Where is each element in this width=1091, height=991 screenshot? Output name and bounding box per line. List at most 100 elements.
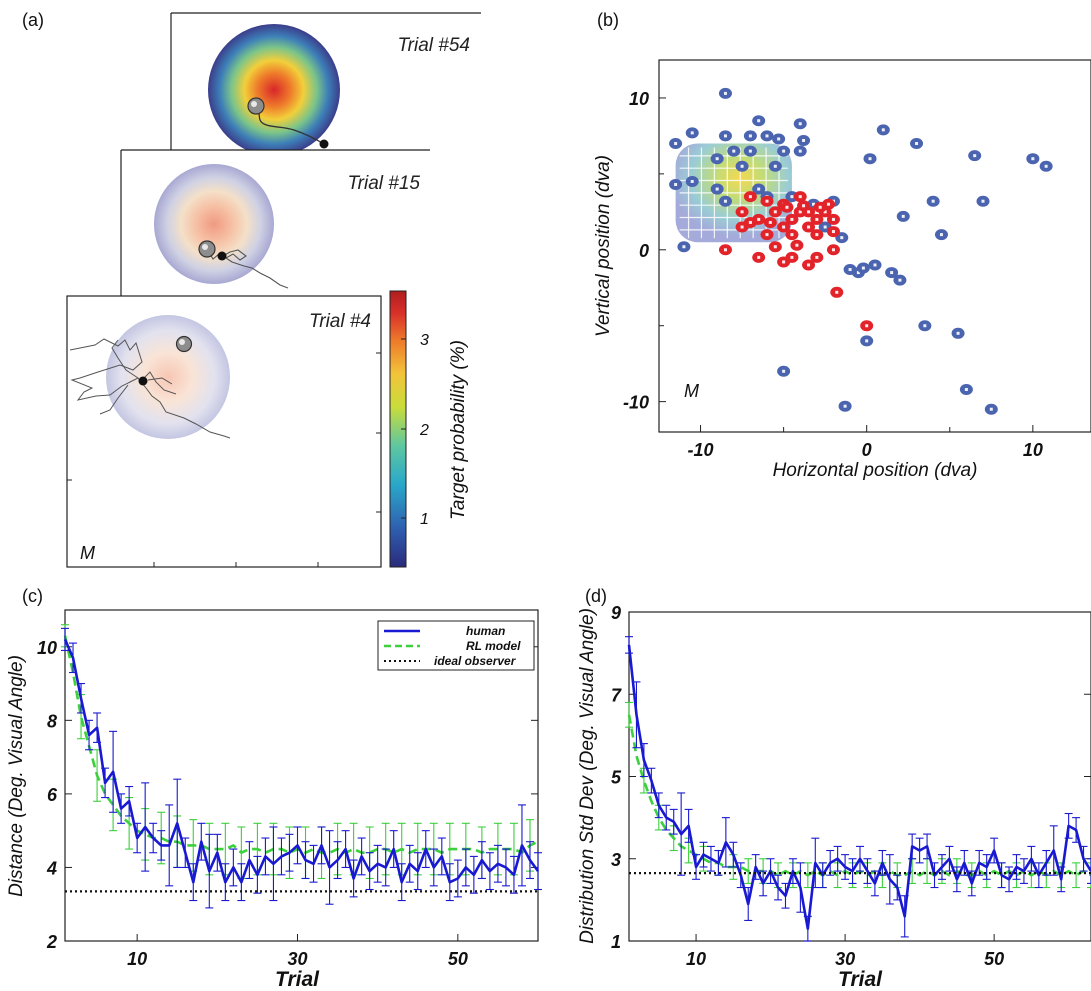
- point-center-mark: [757, 218, 760, 221]
- point-center-mark: [827, 203, 830, 206]
- panel-d-letter: (d): [585, 586, 607, 606]
- point-center-mark: [819, 206, 822, 209]
- legend-ideal-label: ideal observer: [434, 654, 517, 668]
- point-center-mark: [890, 271, 893, 274]
- point-center-mark: [790, 256, 793, 259]
- point-center-mark: [835, 291, 838, 294]
- point-center-mark: [902, 215, 905, 218]
- point-center-mark: [932, 200, 935, 203]
- trial-4-label: Trial #4: [309, 311, 371, 332]
- panel-d-frame: [629, 612, 1091, 941]
- panel-b-xlabel: Horizontal position (dva): [773, 460, 978, 481]
- point-center-mark: [782, 150, 785, 153]
- point-center-mark: [766, 233, 769, 236]
- panel-d-ylabel: Distribution Std Dev (Deg. Visual Angle): [577, 608, 598, 944]
- x-tick-label: 30: [835, 949, 855, 969]
- point-center-mark: [741, 210, 744, 213]
- panel-c-letter: (c): [22, 586, 43, 606]
- point-center-mark: [807, 210, 810, 213]
- point-center-mark: [682, 245, 685, 248]
- panel-b-letter: (b): [597, 10, 619, 30]
- trial-54-start-highlight: [251, 101, 257, 107]
- trial-15-start-highlight: [202, 244, 208, 250]
- trial-54-label: Trial #54: [397, 35, 470, 56]
- point-center-mark: [874, 263, 877, 266]
- point-center-mark: [807, 226, 810, 229]
- point-center-mark: [807, 263, 810, 266]
- point-center-mark: [898, 279, 901, 282]
- point-center-mark: [774, 245, 777, 248]
- point-center-mark: [749, 195, 752, 198]
- panel-c: (c) 10 30 50246810 human RL model ideal ob…: [6, 586, 542, 991]
- point-center-mark: [790, 195, 793, 198]
- trial-4-start-highlight: [179, 339, 185, 345]
- point-center-mark: [741, 165, 744, 168]
- point-center-mark: [777, 137, 780, 140]
- point-center-mark: [802, 139, 805, 142]
- x-tick-label: 10: [127, 949, 147, 969]
- point-center-mark: [724, 200, 727, 203]
- colorbar-label: Target probability (%): [448, 340, 469, 520]
- point-center-mark: [840, 236, 843, 239]
- point-center-mark: [757, 119, 760, 122]
- colorbar-tick-1: 1: [420, 511, 429, 528]
- x-tick-label: 30: [287, 949, 307, 969]
- y-tick-label: 8: [47, 711, 57, 731]
- point-center-mark: [824, 226, 827, 229]
- panel-d-xlabel: Trial: [838, 968, 883, 991]
- point-center-mark: [815, 233, 818, 236]
- panel-b-ylabel: Vertical position (dva): [593, 155, 614, 337]
- panel-d: (d) 10 30 50 1 3 5 7 9 Trial Distribution Std D…: [577, 586, 1091, 991]
- legend-rl-label: RL model: [466, 639, 521, 653]
- trial-4-target-distribution: [106, 315, 230, 439]
- trial-15-label: Trial #15: [347, 173, 420, 194]
- point-center-mark: [782, 370, 785, 373]
- point-center-mark: [716, 157, 719, 160]
- y-tick-label: 0: [639, 241, 649, 261]
- point-center-mark: [849, 268, 852, 271]
- point-center-mark: [691, 131, 694, 134]
- point-center-mark: [757, 188, 760, 191]
- point-center-mark: [724, 248, 727, 251]
- colorbar: 3 2 1 Target probability (%): [390, 291, 469, 567]
- point-center-mark: [774, 210, 777, 213]
- y-tick-label: 7: [611, 685, 622, 705]
- y-tick-label: 4: [46, 858, 57, 878]
- point-center-mark: [674, 183, 677, 186]
- x-tick-label: -10: [688, 440, 714, 460]
- panel-c-xlabel: Trial: [275, 968, 320, 991]
- point-center-mark: [802, 204, 805, 207]
- point-center-mark: [965, 388, 968, 391]
- point-center-mark: [815, 256, 818, 259]
- panel-b-subject-label: M: [684, 381, 699, 401]
- point-center-mark: [782, 260, 785, 263]
- point-center-mark: [799, 122, 802, 125]
- point-center-mark: [915, 142, 918, 145]
- point-center-mark: [799, 150, 802, 153]
- point-center-mark: [940, 233, 943, 236]
- point-center-mark: [790, 218, 793, 221]
- point-center-mark: [674, 142, 677, 145]
- y-tick-label: 5: [611, 768, 622, 788]
- point-center-mark: [844, 405, 847, 408]
- x-tick-label: 10: [686, 949, 706, 969]
- y-tick-label: 10: [629, 89, 649, 109]
- point-center-mark: [832, 248, 835, 251]
- x-tick-label: 50: [448, 949, 468, 969]
- y-tick-label: 3: [611, 850, 621, 870]
- panel-a-letter: (a): [22, 10, 44, 30]
- point-center-mark: [832, 218, 835, 221]
- y-tick-label: -10: [623, 393, 649, 413]
- point-center-mark: [769, 221, 772, 224]
- point-center-mark: [749, 134, 752, 137]
- point-center-mark: [724, 134, 727, 137]
- point-center-mark: [790, 233, 793, 236]
- trial-54-target-distribution: [208, 24, 340, 156]
- point-center-mark: [957, 332, 960, 335]
- point-center-mark: [774, 165, 777, 168]
- point-center-mark: [815, 218, 818, 221]
- point-center-mark: [741, 226, 744, 229]
- panel-c-ylabel: Distance (Deg. Visual Angle): [6, 655, 27, 897]
- point-center-mark: [749, 150, 752, 153]
